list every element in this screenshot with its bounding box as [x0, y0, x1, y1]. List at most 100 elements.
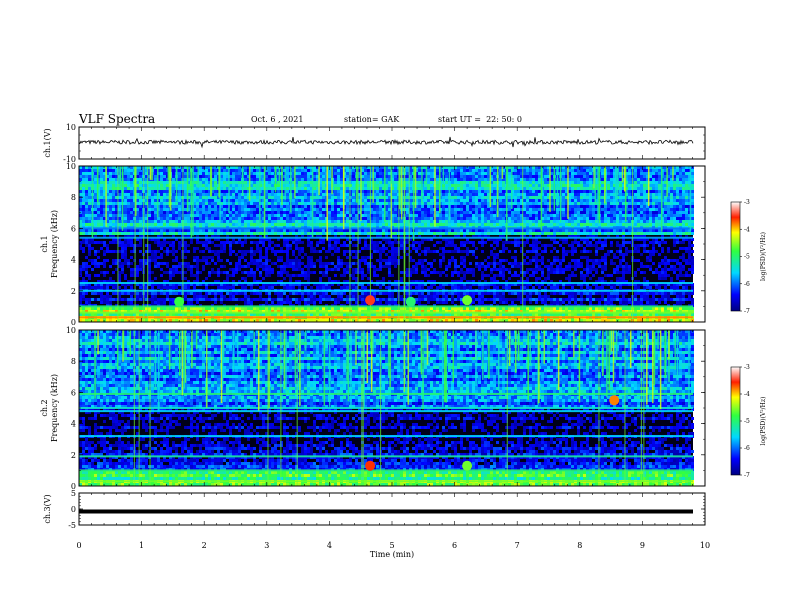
- spectrogram-cell: [97, 205, 100, 208]
- spectrogram-cell: [268, 199, 271, 202]
- spectrogram-cell: [253, 199, 256, 202]
- spectrogram-cell: [184, 229, 187, 232]
- spectrogram-cell: [637, 190, 640, 193]
- spectrogram-cell: [610, 220, 613, 223]
- spectrogram-cell: [598, 229, 601, 232]
- spectrogram-cell: [679, 181, 682, 184]
- spectrogram-cell: [235, 211, 238, 214]
- spectrogram-cell: [214, 217, 217, 220]
- spectrogram-cell: [685, 175, 688, 178]
- spectrogram-cell: [466, 205, 469, 208]
- spectrogram-cell: [685, 223, 688, 226]
- spectrogram-cell: [472, 190, 475, 193]
- spectrogram-cell: [640, 217, 643, 220]
- spectrogram-cell: [187, 217, 190, 220]
- spectrogram-cell: [529, 205, 532, 208]
- spectrogram-cell: [457, 190, 460, 193]
- spectrogram-cell: [616, 232, 619, 235]
- spectrogram-cell: [679, 196, 682, 199]
- spectrogram-cell: [103, 232, 106, 235]
- spectrogram-cell: [130, 190, 133, 193]
- spectrogram-cell: [610, 199, 613, 202]
- spectrogram-cell: [139, 214, 142, 217]
- spectrogram-cell: [463, 196, 466, 199]
- spectrogram-cell: [454, 190, 457, 193]
- spectrogram-cell: [628, 232, 631, 235]
- spectrogram-cell: [649, 199, 652, 202]
- spectrogram-cell: [250, 214, 253, 217]
- spectrogram-cell: [256, 214, 259, 217]
- spectrogram-cell: [655, 184, 658, 187]
- spectrogram-cell: [364, 196, 367, 199]
- spectrogram-cell: [682, 196, 685, 199]
- spectrogram-cell: [496, 229, 499, 232]
- spectrogram-cell: [529, 172, 532, 175]
- spectrogram-cell: [619, 193, 622, 196]
- spectrogram-cell: [682, 211, 685, 214]
- spectrogram-cell: [658, 193, 661, 196]
- spectrogram-cell: [454, 187, 457, 190]
- spectrogram-cell: [676, 199, 679, 202]
- spectrogram-cell: [166, 199, 169, 202]
- ch1-waveform-panel: 10-10ch.1(V): [43, 123, 705, 164]
- spectrogram-cell: [406, 217, 409, 220]
- spectrogram-cell: [535, 184, 538, 187]
- spectrogram-cell: [634, 196, 637, 199]
- spectrogram-cell: [376, 169, 379, 172]
- spectrogram-cell: [367, 223, 370, 226]
- spectrogram-cell: [205, 187, 208, 190]
- spectrogram-cell: [658, 217, 661, 220]
- spectrogram-cell: [637, 187, 640, 190]
- spectrogram-cell: [295, 220, 298, 223]
- spectrogram-cell: [619, 187, 622, 190]
- spectrogram-cell: [586, 232, 589, 235]
- spectrogram-cell: [454, 172, 457, 175]
- spectrogram-cell: [529, 202, 532, 205]
- spectrogram-cell: [274, 193, 277, 196]
- spectrogram-cell: [517, 190, 520, 193]
- spectrogram-cell: [148, 199, 151, 202]
- spectrogram-cell: [172, 223, 175, 226]
- spectrogram-cell: [436, 169, 439, 172]
- spectrogram-cell: [160, 223, 163, 226]
- spectrogram-cell: [610, 172, 613, 175]
- spectrogram-cell: [163, 190, 166, 193]
- spectrogram-cell: [367, 220, 370, 223]
- spectrogram-cell: [178, 172, 181, 175]
- spectrogram-cell: [238, 181, 241, 184]
- spectrogram-cell: [436, 187, 439, 190]
- spectrogram-cell: [208, 202, 211, 205]
- spectrogram-cell: [268, 172, 271, 175]
- spectrogram-cell: [448, 223, 451, 226]
- spectrogram-cell: [385, 223, 388, 226]
- spectrogram-cell: [676, 229, 679, 232]
- spectrogram-cell: [196, 217, 199, 220]
- spectrogram-cell: [301, 208, 304, 211]
- spectrogram-cell: [664, 220, 667, 223]
- spectrogram-cell: [232, 184, 235, 187]
- spectrogram-cell: [466, 208, 469, 211]
- spectrogram-cell: [538, 229, 541, 232]
- spectrogram-cell: [244, 190, 247, 193]
- spectrogram-cell: [499, 202, 502, 205]
- spectrogram-cell: [109, 199, 112, 202]
- spectrogram-cell: [118, 211, 121, 214]
- spectrogram-cell: [562, 172, 565, 175]
- spectrogram-cell: [523, 229, 526, 232]
- spectrogram-cell: [430, 172, 433, 175]
- spectrogram-cell: [469, 172, 472, 175]
- spectrogram-cell: [139, 178, 142, 181]
- spectrogram-cell: [331, 199, 334, 202]
- spectrogram-cell: [196, 232, 199, 235]
- spectrogram-cell: [514, 232, 517, 235]
- spectrogram-cell: [253, 190, 256, 193]
- spectrogram-cell: [604, 223, 607, 226]
- spectrogram-cell: [673, 187, 676, 190]
- spectrogram-cell: [583, 232, 586, 235]
- spectrogram-cell: [637, 229, 640, 232]
- spectrogram-cell: [682, 208, 685, 211]
- spectrogram-cell: [502, 184, 505, 187]
- spectrogram-cell: [250, 217, 253, 220]
- spectrogram-cell: [244, 223, 247, 226]
- spectrogram-cell: [601, 175, 604, 178]
